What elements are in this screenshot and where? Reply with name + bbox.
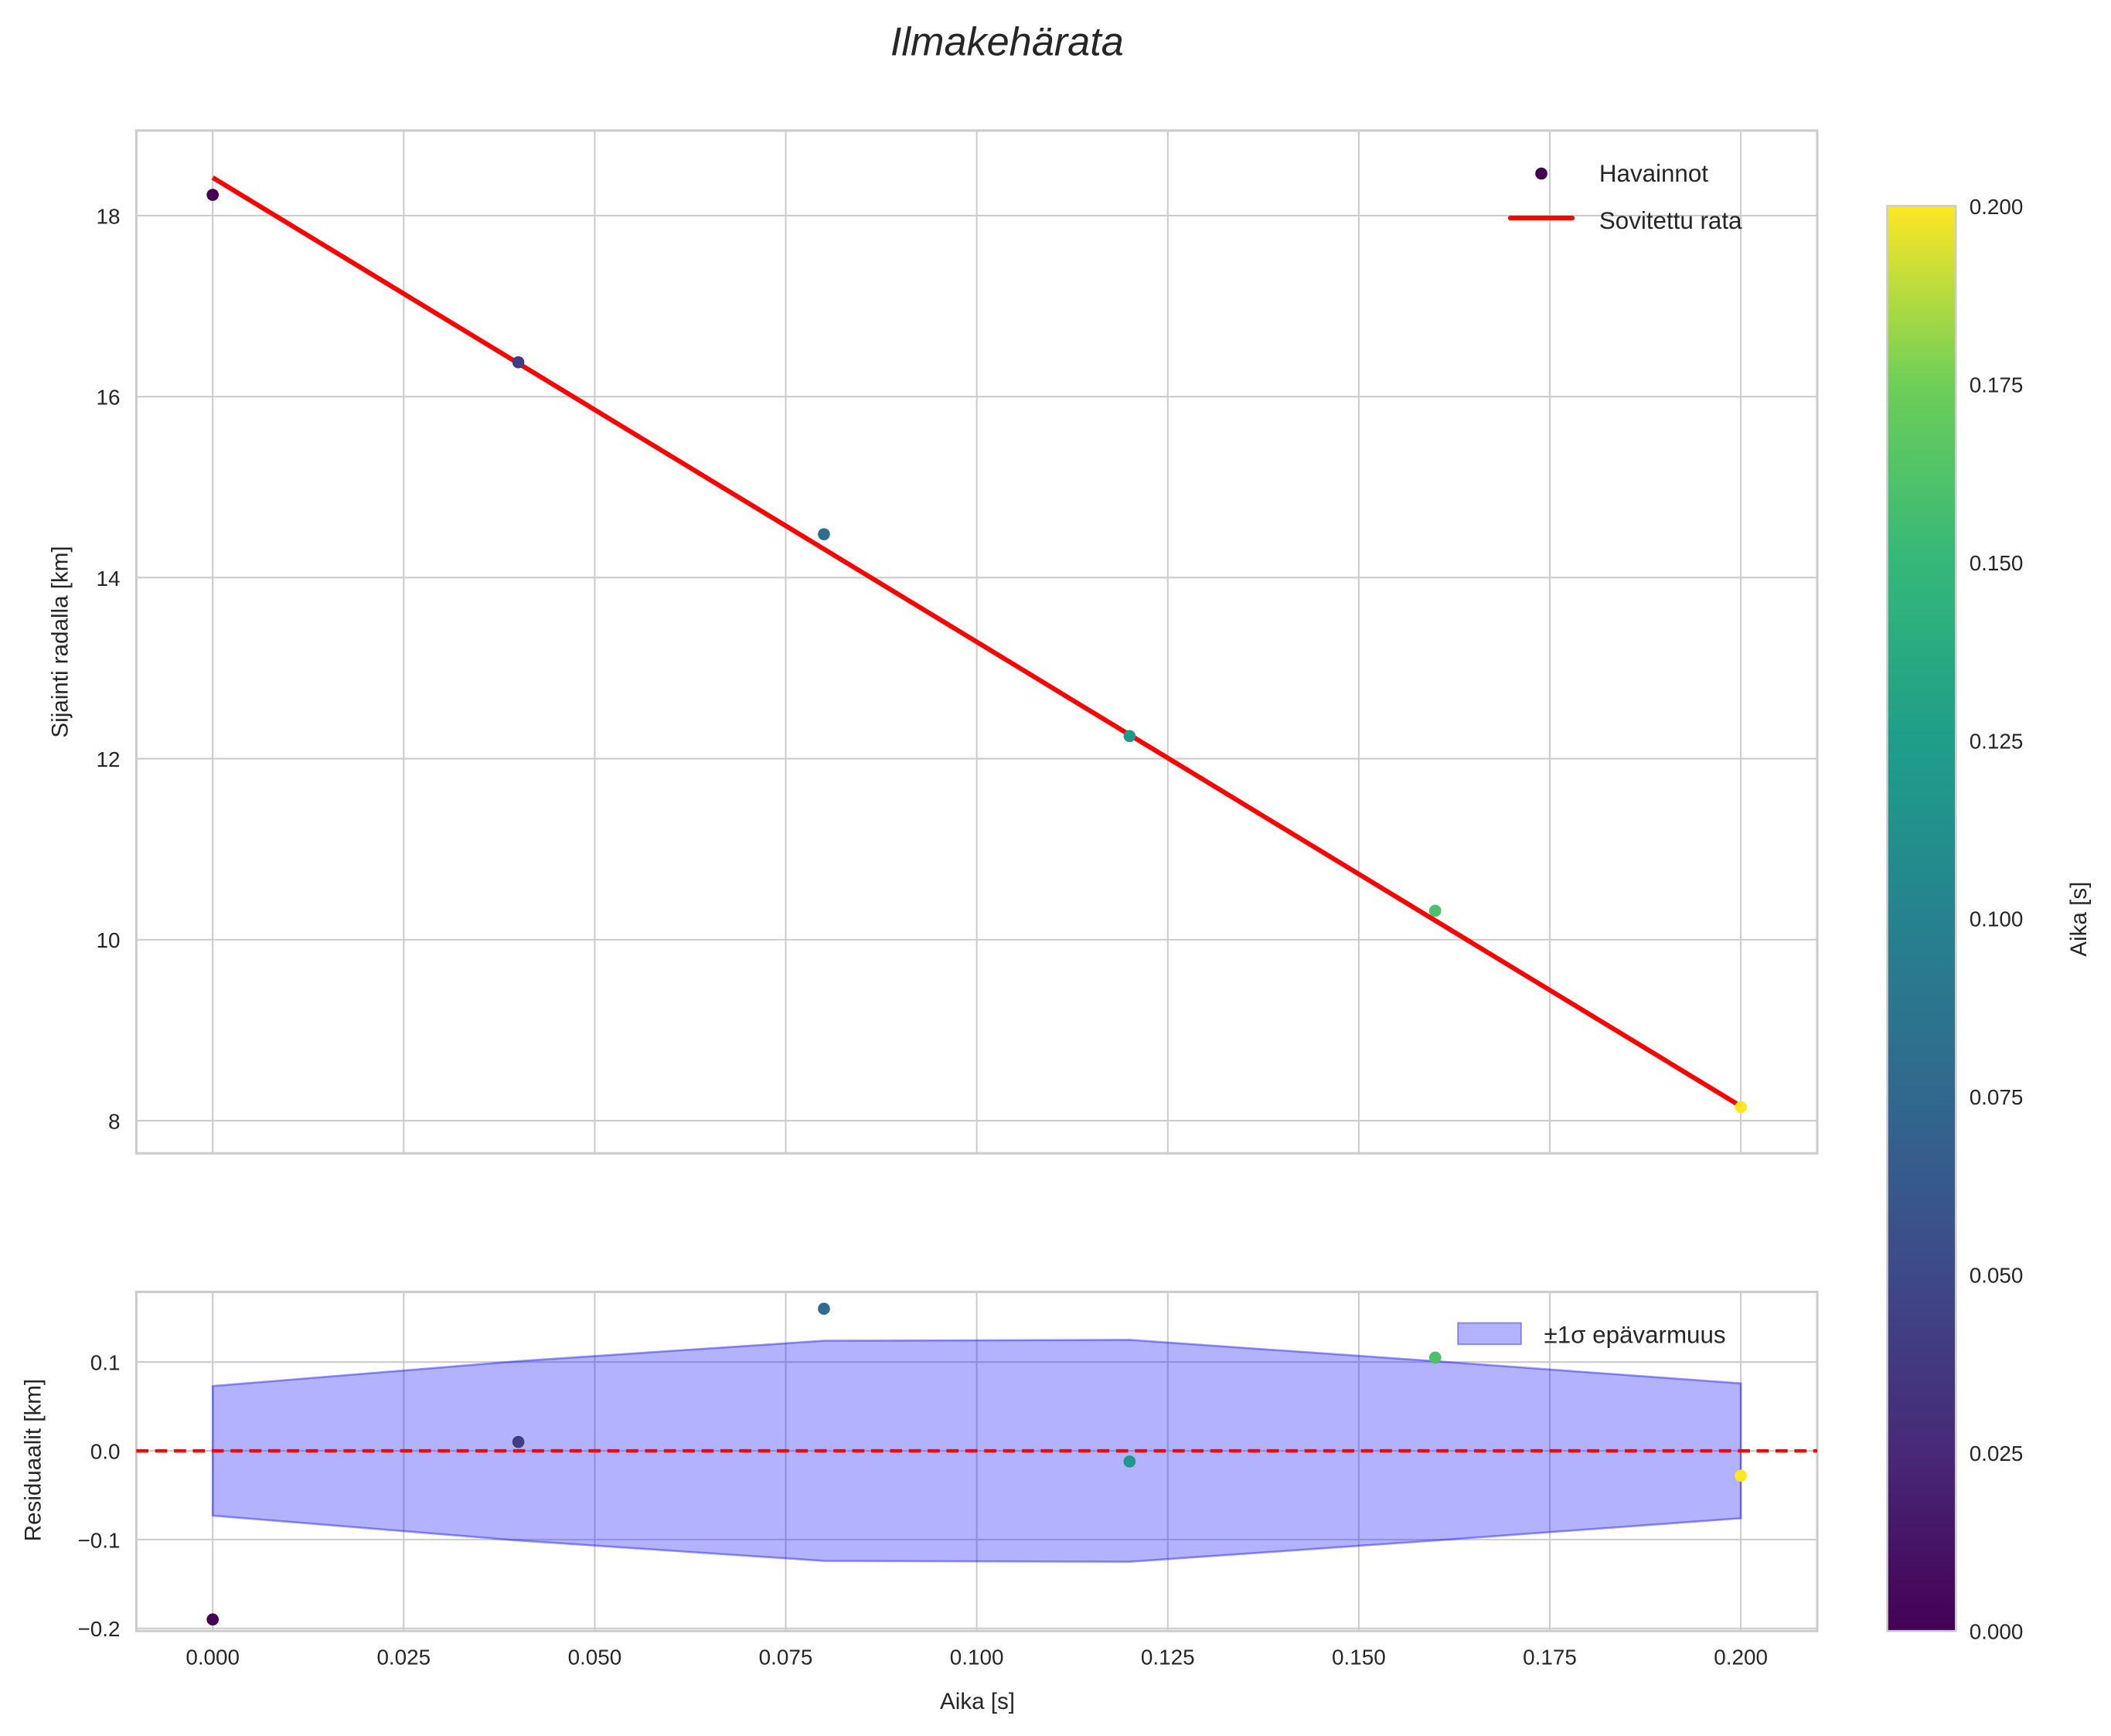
- legend-residual: ±1σ epävarmuus: [1457, 1322, 1726, 1349]
- colorbar-tick-label: 0.200: [1970, 195, 2024, 219]
- x-tick-label: 0.125: [1141, 1646, 1195, 1670]
- observation-point: [1735, 1101, 1747, 1114]
- x-tick-label: 0.200: [1714, 1646, 1768, 1670]
- colorbar-label: Aika [s]: [2066, 882, 2092, 957]
- y-tick-label: 16: [96, 386, 120, 410]
- legend-marker-band: [1457, 1322, 1522, 1346]
- colorbar-tick-label: 0.125: [1970, 729, 2024, 753]
- residual-point: [206, 1613, 220, 1626]
- colorbar-tick-label: 0.150: [1970, 551, 2024, 575]
- y-tick-label: 10: [96, 928, 120, 952]
- axes-frame: [134, 129, 1819, 1155]
- x-tick-label: 0.150: [1332, 1646, 1386, 1670]
- colorbar-tick-label: 0.075: [1970, 1085, 2024, 1109]
- fit-line: [211, 175, 1742, 1108]
- colorbar-tick-label: 0.025: [1970, 1442, 2024, 1465]
- observation-point: [512, 356, 525, 369]
- residual-point: [818, 1302, 830, 1316]
- residual-point: [1123, 1455, 1136, 1468]
- observation-point: [206, 189, 220, 201]
- y-axis-label-top: Sijainti radalla [km]: [48, 546, 73, 737]
- legend-label-observations: Havainnot: [1599, 160, 1708, 187]
- colorbar-tick-label: 0.175: [1970, 373, 2024, 397]
- y-tick-label: 0.1: [90, 1351, 121, 1375]
- residual-point: [1428, 1351, 1442, 1364]
- legend-top: Havainnot Sovitettu rata: [1507, 160, 1742, 234]
- colorbar-tick-label: 0.000: [1970, 1620, 2024, 1644]
- observation-point: [1428, 904, 1442, 917]
- legend-label-fit: Sovitettu rata: [1599, 207, 1742, 234]
- axes-frame: [134, 1290, 1819, 1632]
- colorbar-tick-label: 0.100: [1970, 907, 2024, 931]
- observation-point: [1123, 730, 1136, 743]
- y-tick-label: 18: [96, 204, 120, 228]
- chart-title: Ilmakehärata: [890, 19, 1124, 64]
- x-tick-label: 0.100: [950, 1646, 1004, 1670]
- y-axis-label-residual: Residuaalit [km]: [21, 1379, 46, 1541]
- x-tick-label: 0.050: [568, 1646, 622, 1670]
- y-tick-label: 8: [108, 1109, 121, 1133]
- y-tick-label: 0.0: [90, 1439, 121, 1463]
- y-tick-label: −0.1: [77, 1528, 120, 1552]
- legend-label-band: ±1σ epävarmuus: [1544, 1322, 1726, 1349]
- observation-point: [818, 528, 830, 540]
- x-tick-label: 0.025: [376, 1646, 431, 1670]
- y-tick-label: 12: [96, 747, 120, 771]
- residual-point: [512, 1435, 525, 1448]
- x-tick-label: 0.075: [759, 1646, 813, 1670]
- colorbar-tick-label: 0.050: [1970, 1264, 2024, 1288]
- top-axes: 8 10 12 14 16 18: [96, 129, 1819, 1155]
- colorbar-gradient: [1886, 205, 1957, 1632]
- legend-marker-observations: [1535, 167, 1547, 180]
- y-tick-label: −0.2: [77, 1617, 120, 1641]
- residual-point: [1735, 1469, 1747, 1482]
- colorbar: 0.000 0.025 0.050 0.075 0.100 0.125 0.150 0.175…: [1886, 195, 2024, 1644]
- x-tick-label: 0.175: [1523, 1646, 1577, 1670]
- residual-axes: 0.000 0.025 0.050 0.075 0.100 0.125 0.150 0.175…: [77, 1290, 1819, 1670]
- x-tick-label: 0.000: [186, 1646, 240, 1670]
- y-tick-label: 14: [96, 567, 120, 591]
- x-axis-label: Aika [s]: [940, 1689, 1015, 1714]
